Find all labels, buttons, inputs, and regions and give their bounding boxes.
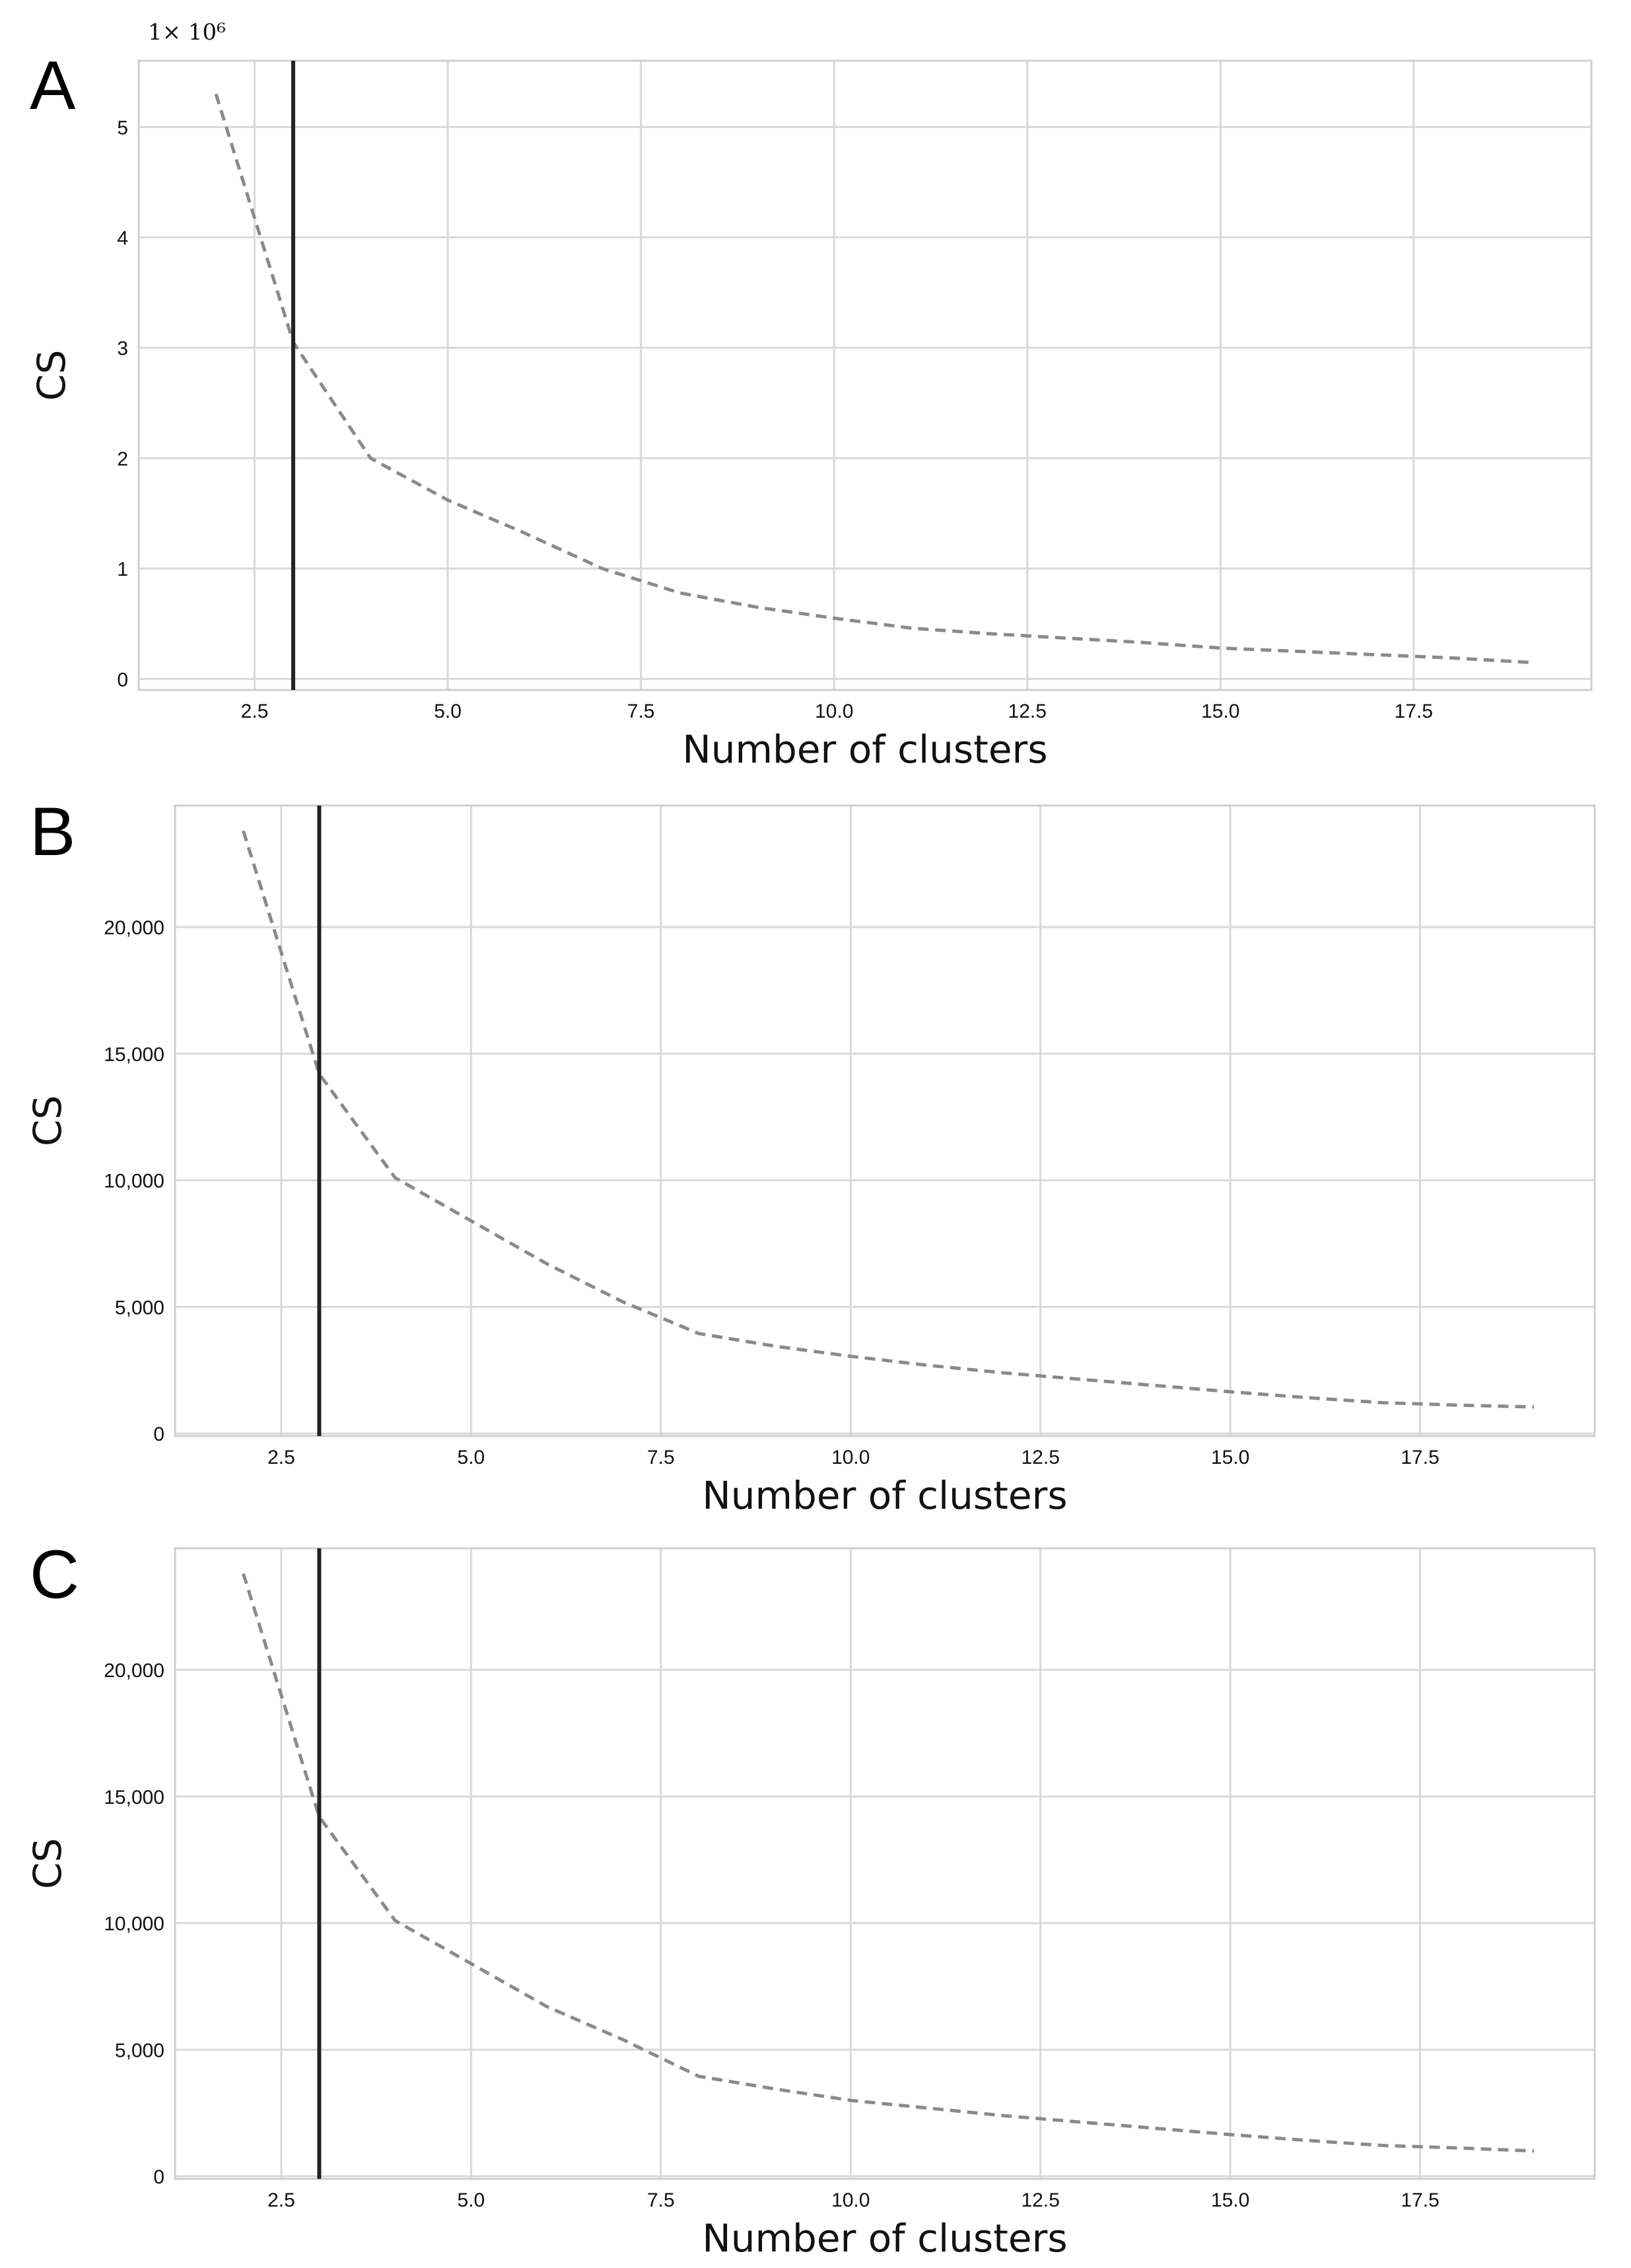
chart-b-y-tick-label: 20,000 — [104, 917, 164, 939]
chart-c-x-axis-title: Number of clusters — [702, 2216, 1067, 2261]
chart-a-x-tick-label: 7.5 — [627, 701, 655, 722]
chart-a-panel-letter: A — [30, 48, 76, 124]
chart-a-plot-frame — [137, 59, 1593, 691]
chart-a-y-tick-label: 4 — [117, 228, 128, 250]
chart-a-x-tick-label: 2.5 — [241, 701, 269, 722]
chart-a-y-multiplier-label: 1× 10⁶ — [148, 19, 226, 46]
chart-c-y-tick-label: 20,000 — [104, 1660, 164, 1682]
chart-c-series-line-0 — [242, 1573, 1535, 2153]
chart-c-x-tick-label: 10.0 — [831, 2189, 870, 2211]
panel-c: 2.5 5.0 7.5 10.0 12.5 15.0 17.5 0 5,000 10,000 15,… — [25, 1536, 1596, 2261]
chart-a-y-tick-label: 1 — [117, 559, 128, 580]
chart-b-x-tick-label: 7.5 — [647, 1447, 675, 1468]
chart-c-plot-frame — [174, 1547, 1596, 2180]
chart-b-x-tick-label: 15.0 — [1211, 1447, 1249, 1468]
chart-b-x-tick-label: 17.5 — [1401, 1447, 1439, 1468]
chart-a-y-tick-label: 5 — [117, 117, 128, 139]
chart-a-x-tick-label: 5.0 — [434, 701, 462, 722]
chart-b-x-tick-label: 12.5 — [1021, 1447, 1059, 1468]
chart-a-x-tick-label: 15.0 — [1201, 701, 1239, 722]
chart-b-y-tick-label: 0 — [153, 1424, 164, 1445]
chart-b-y-axis-title: CS — [25, 1095, 70, 1146]
chart-c-y-tick-label: 10,000 — [104, 1913, 164, 1935]
chart-b-x-tick-label: 2.5 — [267, 1447, 295, 1468]
chart-a-x-axis-title: Number of clusters — [682, 727, 1047, 772]
chart-b-x-tick-label: 5.0 — [458, 1447, 485, 1468]
chart-b-plot-frame — [174, 804, 1596, 1437]
panel-a: 2.5 5.0 7.5 10.0 12.5 15.0 17.5 0 1 2 3 4 5 Number of… — [29, 19, 1593, 772]
chart-a-series-line-0 — [214, 93, 1530, 664]
chart-a-y-tick-label: 0 — [117, 669, 128, 691]
panel-b: 2.5 5.0 7.5 10.0 12.5 15.0 17.5 0 5,000 10,000 15,… — [25, 794, 1596, 1518]
chart-c-panel-letter: C — [30, 1536, 79, 1613]
chart-c-x-tick-label: 5.0 — [458, 2189, 485, 2211]
chart-b-x-axis-title: Number of clusters — [702, 1473, 1067, 1518]
chart-b-x-tick-label: 10.0 — [831, 1447, 870, 1468]
chart-a-x-tick-label: 10.0 — [815, 701, 853, 722]
chart-c-y-tick-label: 0 — [153, 2166, 164, 2188]
chart-b-y-tick-label: 15,000 — [104, 1044, 164, 1066]
chart-b-series-line-0 — [242, 830, 1535, 1409]
chart-c-x-tick-label: 7.5 — [647, 2189, 675, 2211]
chart-a-y-tick-label: 2 — [117, 448, 128, 470]
chart-c-x-tick-label: 17.5 — [1401, 2189, 1439, 2211]
chart-a-y-tick-label: 3 — [117, 338, 128, 360]
chart-c-y-tick-label: 15,000 — [104, 1787, 164, 1808]
chart-c-x-tick-label: 12.5 — [1021, 2189, 1059, 2211]
chart-c-x-tick-label: 2.5 — [267, 2189, 295, 2211]
chart-c-y-tick-label: 5,000 — [115, 2040, 164, 2061]
chart-b-y-tick-label: 5,000 — [115, 1297, 164, 1319]
chart-b-y-tick-label: 10,000 — [104, 1171, 164, 1192]
chart-c-x-tick-label: 15.0 — [1211, 2189, 1249, 2211]
chart-a-y-axis-title: CS — [29, 350, 74, 401]
chart-a-x-tick-label: 17.5 — [1395, 701, 1433, 722]
chart-c-y-axis-title: CS — [25, 1838, 70, 1889]
chart-a-x-tick-label: 12.5 — [1008, 701, 1047, 722]
chart-b-panel-letter: B — [30, 794, 75, 870]
